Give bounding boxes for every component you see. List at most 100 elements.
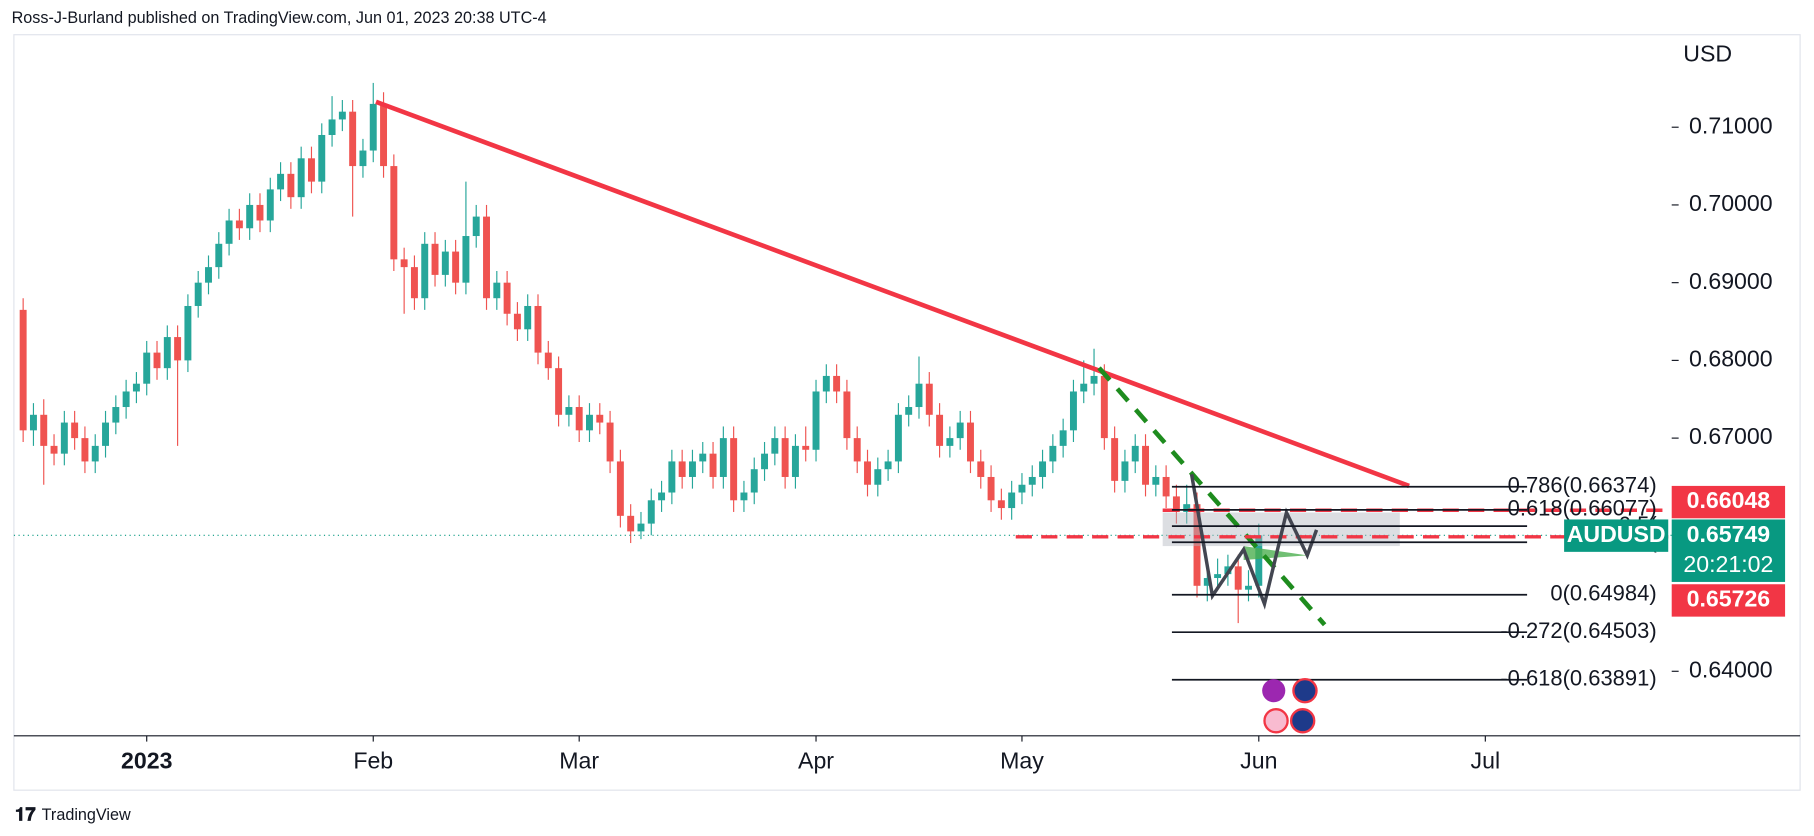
candle-body bbox=[215, 243, 223, 268]
candle-body bbox=[1234, 566, 1242, 590]
candle-body bbox=[174, 337, 182, 361]
candle-body bbox=[266, 189, 274, 221]
y-tick-label: 0.68000 bbox=[1689, 345, 1773, 371]
candle-body bbox=[1069, 391, 1077, 431]
y-tick-label: 0.64000 bbox=[1689, 656, 1773, 682]
candle-body bbox=[256, 204, 264, 221]
candle-body bbox=[390, 166, 398, 260]
candle-body bbox=[740, 492, 748, 501]
candle-body bbox=[400, 259, 408, 268]
candle-body bbox=[421, 243, 429, 299]
candle-body bbox=[380, 103, 388, 167]
candle-body bbox=[50, 445, 58, 454]
candle-body bbox=[1142, 445, 1149, 485]
fib-label: -0.272(0.64503) bbox=[1500, 618, 1656, 643]
candle-body bbox=[122, 391, 130, 408]
candle-body bbox=[668, 461, 676, 493]
candle-body bbox=[658, 492, 666, 501]
fib-label: 0(0.64984) bbox=[1550, 581, 1656, 606]
price-label: 0.65749 bbox=[1687, 521, 1771, 547]
candle-body bbox=[205, 267, 212, 283]
candle-body bbox=[894, 414, 902, 462]
candle-body bbox=[472, 216, 480, 237]
fib-label: 0.618(0.66077) bbox=[1508, 496, 1657, 521]
candle-body bbox=[369, 103, 377, 151]
x-tick-label: Apr bbox=[798, 748, 834, 774]
candle-body bbox=[802, 445, 810, 450]
candle-body bbox=[452, 251, 460, 283]
candle-body bbox=[791, 445, 799, 477]
trendline bbox=[375, 99, 1410, 489]
symbol-label: AUDUSD bbox=[1567, 521, 1666, 547]
candle-body bbox=[1152, 476, 1160, 485]
candle-body bbox=[287, 173, 295, 198]
candle-body bbox=[1172, 496, 1180, 512]
candle-body bbox=[678, 461, 686, 477]
logo: 𝟏𝟕 bbox=[15, 804, 36, 825]
candle-body bbox=[112, 407, 120, 423]
candle-body bbox=[102, 422, 109, 446]
candle-body bbox=[997, 500, 1005, 509]
candle-body bbox=[235, 220, 243, 229]
y-tick-label: 0.70000 bbox=[1689, 190, 1773, 216]
candle-body bbox=[812, 391, 820, 450]
candle-body bbox=[884, 461, 892, 470]
candle-body bbox=[153, 352, 161, 369]
tag-low bbox=[1671, 584, 1786, 617]
candle-body bbox=[513, 313, 521, 330]
candle-body bbox=[71, 422, 79, 439]
candle-body bbox=[246, 204, 254, 229]
candle-body bbox=[1018, 484, 1026, 493]
candle-body bbox=[503, 282, 511, 314]
y-tick-label: 0.71000 bbox=[1689, 112, 1773, 138]
countdown: 20:21:02 bbox=[1683, 551, 1773, 577]
tag-low-label: 0.65726 bbox=[1687, 586, 1771, 612]
candle-body bbox=[1203, 578, 1211, 586]
candle-body bbox=[987, 476, 995, 501]
candle-body bbox=[1183, 504, 1191, 512]
candle-body bbox=[1008, 492, 1016, 509]
candle-body bbox=[338, 111, 346, 120]
candle-body bbox=[575, 407, 583, 431]
candle-body bbox=[555, 368, 563, 415]
candle-body bbox=[410, 267, 418, 299]
candle-body bbox=[60, 422, 68, 454]
x-tick-label: 2023 bbox=[121, 748, 173, 774]
candle-body bbox=[40, 414, 48, 446]
candles bbox=[13, 82, 1672, 624]
candle-body bbox=[864, 461, 871, 485]
candle-body bbox=[91, 445, 99, 462]
candle-body bbox=[544, 352, 552, 369]
candle-body bbox=[81, 438, 89, 462]
event-icon bbox=[1292, 677, 1318, 704]
candle-body bbox=[29, 414, 37, 431]
candle-body bbox=[967, 422, 974, 462]
candle-body bbox=[1080, 383, 1088, 392]
candle-body bbox=[853, 438, 861, 462]
x-tick-label: May bbox=[1000, 748, 1044, 774]
fib-retracement: 0.786(0.66374)0.618(0.66077)0.5(0.382(0(… bbox=[1171, 473, 1657, 691]
candle-body bbox=[977, 461, 985, 477]
candle-body bbox=[328, 119, 336, 135]
candle-body bbox=[699, 453, 707, 462]
footer: TradingView bbox=[42, 806, 131, 824]
candle-body bbox=[1162, 476, 1170, 497]
x-tick-label: Feb bbox=[353, 748, 393, 774]
candle-body bbox=[194, 282, 202, 306]
candle-body bbox=[874, 469, 882, 485]
candle-body bbox=[1214, 574, 1222, 579]
candle-body bbox=[441, 251, 449, 275]
candle-body bbox=[277, 173, 285, 190]
candle-body bbox=[132, 383, 140, 392]
candle-body bbox=[524, 305, 532, 330]
candle-body bbox=[1090, 375, 1098, 384]
candle-body bbox=[184, 305, 192, 361]
candle-body bbox=[1245, 585, 1252, 590]
candle-body bbox=[318, 134, 326, 182]
x-tick-label: Jun bbox=[1240, 748, 1277, 774]
candle-body bbox=[1111, 438, 1119, 481]
candle-body bbox=[431, 243, 439, 275]
fib-label: 0.786(0.66374) bbox=[1508, 473, 1657, 498]
candle-body bbox=[843, 391, 851, 439]
